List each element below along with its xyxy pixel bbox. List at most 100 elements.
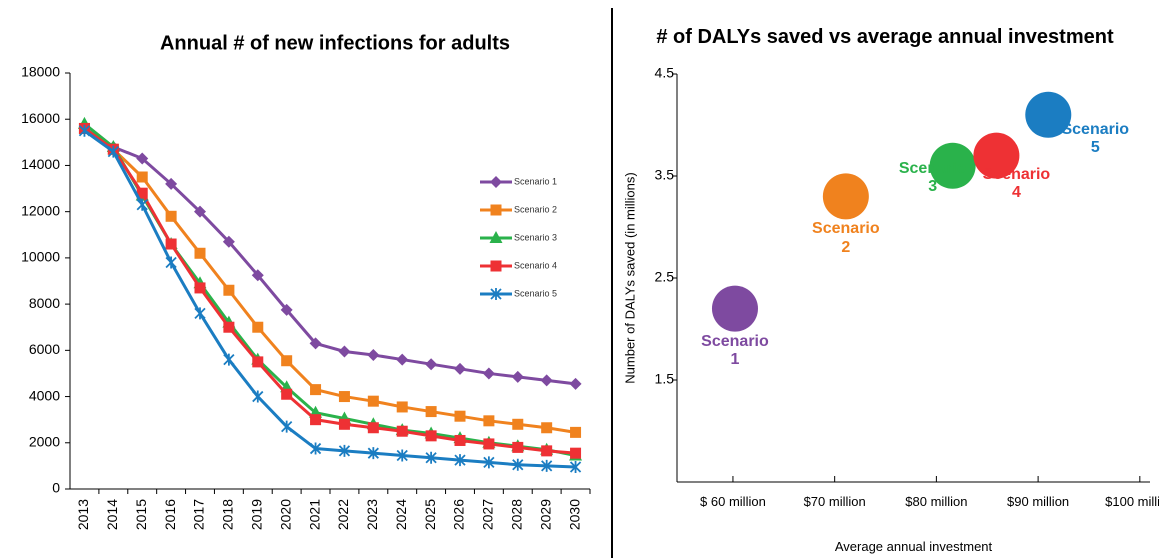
marker (136, 187, 148, 199)
marker (541, 445, 553, 457)
marker (223, 284, 235, 296)
y-tick-label: 4.5 (655, 65, 675, 81)
y-tick-label: 14000 (21, 156, 60, 172)
y-tick-label: 6000 (29, 341, 60, 357)
marker (367, 422, 379, 434)
marker (136, 152, 149, 165)
marker (454, 362, 466, 375)
marker (281, 355, 293, 367)
marker (309, 337, 322, 350)
marker (222, 235, 235, 248)
marker (482, 367, 495, 380)
x-tick-label: 2029 (537, 499, 553, 530)
marker (252, 321, 264, 333)
legend-marker (490, 176, 502, 188)
x-tick-label: 2027 (480, 499, 496, 530)
bubble (1025, 91, 1072, 138)
marker (194, 307, 206, 320)
y-tick-label: 18000 (21, 64, 60, 80)
point-label: Scenario 1 (701, 332, 769, 368)
x-tick-label: 2030 (566, 499, 582, 530)
marker (136, 198, 148, 211)
y-axis-label: Number of DALYs saved (in millions) (622, 172, 637, 383)
marker (251, 269, 264, 282)
marker (367, 348, 380, 361)
y-tick-label: 8000 (29, 295, 60, 311)
marker (165, 238, 177, 250)
x-tick-label: 2019 (248, 499, 264, 530)
point-label: Scenario 4 (982, 165, 1051, 201)
x-tick-label: 2016 (162, 499, 178, 530)
marker (511, 370, 524, 383)
bubble (973, 132, 1020, 179)
marker (540, 374, 553, 387)
marker (281, 388, 293, 400)
x-tick-label: 2018 (220, 499, 236, 530)
x-tick-label: 2021 (306, 499, 322, 530)
legend-label: Scenario 4 (514, 260, 557, 270)
y-tick-label: 10000 (21, 249, 60, 265)
marker (512, 458, 524, 471)
marker (454, 454, 466, 467)
y-tick-label: 3.5 (655, 167, 675, 183)
marker (483, 456, 495, 469)
y-tick-label: 12000 (21, 202, 60, 218)
x-tick-label: 2017 (191, 499, 207, 530)
marker (338, 418, 350, 430)
series-line (83, 127, 576, 386)
y-tick-label: 2.5 (655, 269, 675, 285)
series-line (83, 127, 576, 455)
marker (570, 426, 582, 438)
marker (512, 418, 524, 430)
x-tick-label: 2013 (75, 499, 91, 530)
marker (570, 447, 582, 459)
marker (338, 391, 350, 403)
legend-label: Scenario 5 (514, 288, 557, 298)
series-line (83, 129, 576, 469)
marker (136, 171, 148, 183)
marker (223, 353, 235, 366)
legend-label: Scenario 3 (514, 232, 557, 242)
marker (541, 459, 553, 472)
x-axis-label: Average annual investment (834, 539, 993, 554)
x-tick-label: 2014 (104, 499, 120, 530)
x-tick-label: $80 million (905, 494, 968, 509)
marker (512, 441, 524, 453)
marker (425, 451, 437, 464)
marker (310, 414, 322, 426)
x-tick-label: 2024 (393, 499, 409, 530)
marker (396, 425, 408, 437)
marker (281, 420, 293, 433)
legend-marker (489, 231, 503, 243)
marker (454, 434, 466, 446)
x-tick-label: 2025 (422, 499, 438, 530)
marker (280, 303, 293, 316)
point-label: Scenario 3 (898, 159, 967, 196)
marker (252, 356, 264, 368)
x-tick-label: $100 million (1105, 494, 1159, 509)
marker (338, 444, 351, 457)
marker (78, 124, 91, 137)
y-tick-label: 1.5 (655, 371, 675, 387)
marker (483, 438, 495, 450)
bubble (822, 173, 869, 220)
x-tick-label: $90 million (1007, 494, 1070, 509)
marker (425, 358, 438, 371)
bubble (711, 285, 758, 332)
marker (194, 282, 206, 294)
marker (309, 442, 322, 455)
y-tick-label: 2000 (29, 433, 60, 449)
x-tick-label: 2028 (508, 499, 524, 530)
marker (338, 345, 351, 358)
x-tick-label: 2015 (133, 499, 149, 530)
y-tick-label: 0 (52, 480, 60, 496)
x-tick-label: 2022 (335, 499, 351, 530)
legend-marker (490, 260, 502, 272)
marker (165, 256, 177, 269)
marker (194, 247, 206, 259)
marker (223, 321, 235, 333)
marker (165, 177, 178, 190)
x-tick-label: 2023 (364, 499, 380, 530)
